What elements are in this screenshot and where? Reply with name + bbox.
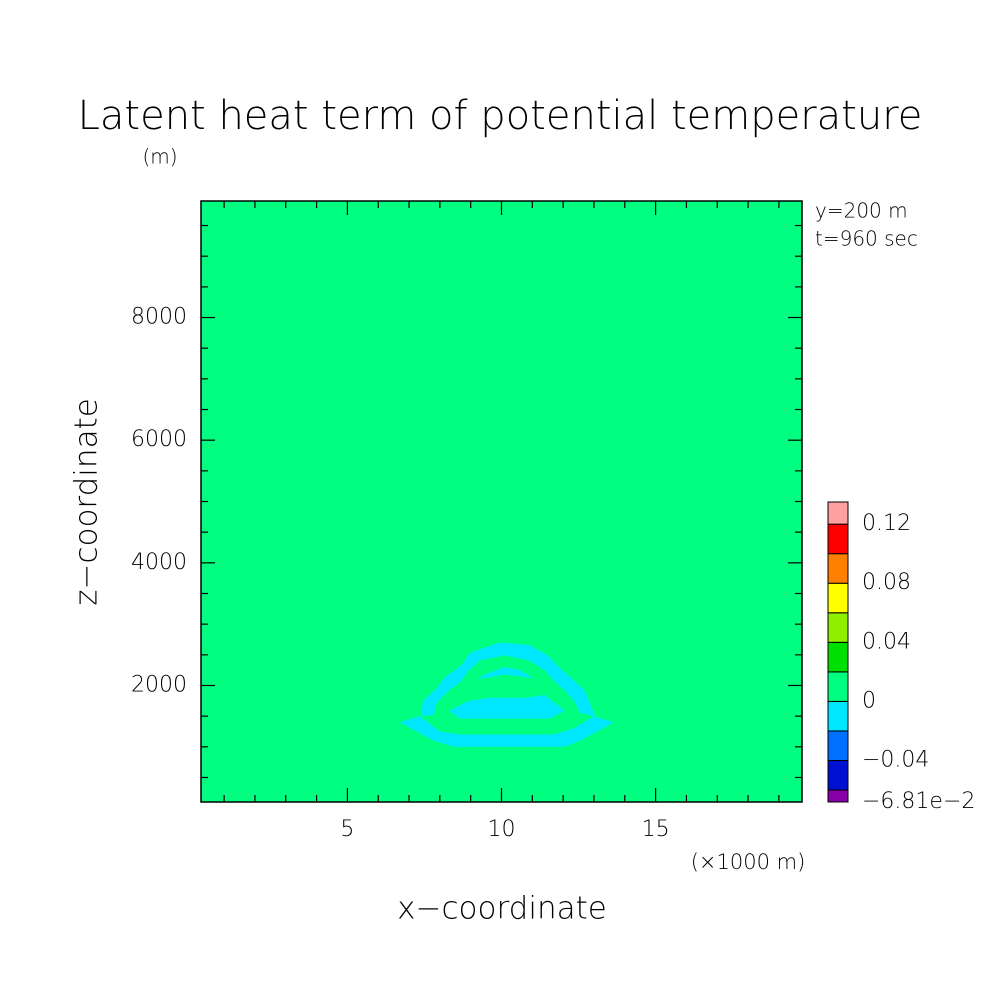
colorbar-band xyxy=(827,553,849,584)
colorbar-band xyxy=(827,700,849,732)
x-tick-label: 10 xyxy=(488,817,516,842)
colorbar-band xyxy=(827,641,849,673)
contour-region xyxy=(421,642,596,717)
annotation: t=960 sec xyxy=(815,227,918,251)
colorbar-band xyxy=(827,501,849,525)
colorbar-tick-label: 0.12 xyxy=(862,511,911,536)
contour-region xyxy=(399,716,614,747)
y-tick-label: 8000 xyxy=(131,305,187,330)
y-tick-label: 2000 xyxy=(131,672,187,697)
colorbar-tick-label: 0.08 xyxy=(862,570,911,595)
colorbar-tick-label: −6.81e−2 xyxy=(862,789,975,814)
y-axis-label: z−coordinate xyxy=(69,398,105,606)
contour-region xyxy=(476,667,534,679)
x-tick-label: 15 xyxy=(642,817,670,842)
colorbar-band xyxy=(827,523,849,555)
colorbar-band xyxy=(827,612,849,643)
annotation: y=200 m xyxy=(815,199,908,223)
colorbar-band xyxy=(827,759,849,791)
colorbar-band xyxy=(827,671,849,702)
colorbar-tick-label: 0.04 xyxy=(862,629,911,654)
colorbar-band xyxy=(827,582,849,614)
chart-title: Latent heat term of potential temperatur… xyxy=(78,93,923,139)
x-axis-label: x−coordinate xyxy=(397,891,607,927)
colorbar-band xyxy=(827,789,849,803)
colorbar-tick-label: 0 xyxy=(862,688,876,713)
y-tick-label: 6000 xyxy=(131,427,187,452)
x-tick-label: 5 xyxy=(340,817,354,842)
colorbar-tick-label: −0.04 xyxy=(862,747,929,772)
colorbar-band xyxy=(827,730,849,761)
contour-region xyxy=(449,695,565,719)
y-unit: (m) xyxy=(142,145,177,169)
x-unit: (×1000 m) xyxy=(691,850,806,874)
y-tick-label: 4000 xyxy=(131,550,187,575)
